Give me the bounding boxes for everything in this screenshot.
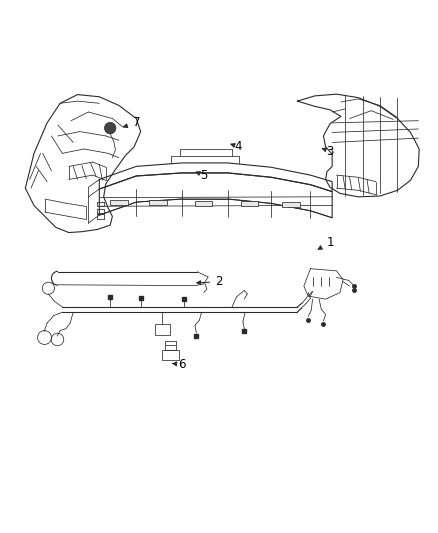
Bar bbox=[110, 200, 127, 205]
Bar bbox=[195, 200, 212, 206]
Text: 5: 5 bbox=[196, 168, 208, 182]
Bar bbox=[241, 201, 258, 206]
Bar bbox=[149, 200, 167, 205]
Bar bbox=[282, 201, 300, 207]
Circle shape bbox=[105, 123, 116, 134]
Text: 4: 4 bbox=[231, 140, 242, 154]
Bar bbox=[155, 324, 170, 335]
Bar bbox=[165, 345, 177, 351]
Text: 1: 1 bbox=[318, 236, 334, 249]
Text: 7: 7 bbox=[124, 116, 140, 130]
Text: 6: 6 bbox=[173, 358, 186, 371]
Bar bbox=[162, 351, 179, 360]
Text: 2: 2 bbox=[197, 275, 223, 288]
Text: 3: 3 bbox=[322, 144, 334, 158]
